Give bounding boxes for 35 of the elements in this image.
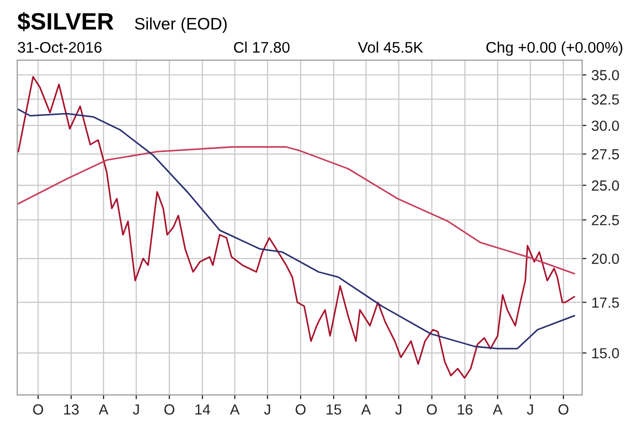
x-tick-label: 16 [458,404,472,415]
y-tick-label: 32.5 [592,94,619,105]
x-tick-label: J [132,404,139,415]
text: Cl 17.80 [234,42,290,53]
y-tick-label: 17.5 [592,298,619,308]
y-tick-label: 35.0 [592,70,619,80]
y-tick-label: 25.0 [592,180,619,191]
x-tick-label: O [296,404,306,415]
x-tick-label: O [33,404,44,415]
y-tick-label: 30.0 [592,120,619,131]
line-series [18,76,575,379]
y-tick-label: 15.0 [592,348,619,358]
chart-title: $SILVER [18,12,114,32]
x-tick-label: O [164,404,174,415]
y-tick-label: 20.0 [592,254,619,264]
text: Vol 45.5K [358,42,424,53]
chart-subtitle: Silver (EOD) [134,17,227,33]
x-tick-label: 14 [195,404,210,414]
x-tick-label: J [395,404,402,415]
x-tick-label: 15 [326,404,342,415]
x-tick-label: O [426,404,437,415]
y-tick-label: 22.5 [592,214,619,226]
x-tick-label: J [526,404,533,415]
text: Chg +0.00 (+0.00%) [486,42,622,56]
x-tick-label: A [230,404,240,414]
line-series [17,146,575,274]
x-tick-label: O [558,404,568,415]
x-tick-label: A [492,404,502,414]
line-series [18,108,575,350]
text: 31-Oct-2016 [18,42,102,53]
x-tick-label: A [361,404,371,414]
x-tick-label: J [264,404,270,415]
x-tick-label: 13 [64,404,79,415]
y-tick-label: 27.5 [592,149,619,160]
x-tick-label: A [98,404,108,414]
